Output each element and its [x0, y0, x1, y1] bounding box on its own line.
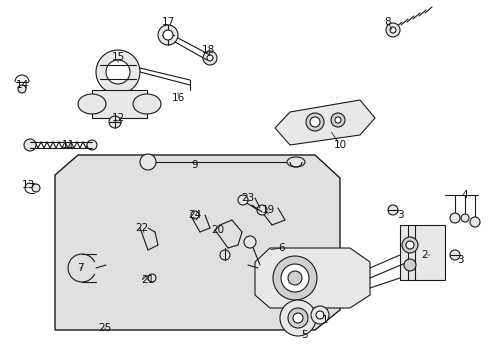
- Circle shape: [287, 308, 307, 328]
- Text: 21: 21: [141, 275, 154, 285]
- Circle shape: [281, 264, 308, 292]
- Text: 20: 20: [211, 225, 224, 235]
- Text: 24: 24: [188, 210, 201, 220]
- Text: 15: 15: [111, 52, 124, 62]
- Text: 16: 16: [171, 93, 184, 103]
- Circle shape: [140, 154, 156, 170]
- Circle shape: [387, 205, 397, 215]
- Polygon shape: [55, 155, 339, 330]
- Circle shape: [469, 217, 479, 227]
- Circle shape: [24, 139, 36, 151]
- Text: 5: 5: [301, 330, 307, 340]
- Circle shape: [334, 117, 340, 123]
- Circle shape: [401, 237, 417, 253]
- Text: 10: 10: [333, 140, 346, 150]
- Text: 13: 13: [21, 180, 35, 190]
- Circle shape: [87, 140, 97, 150]
- Circle shape: [158, 25, 178, 45]
- Ellipse shape: [133, 94, 161, 114]
- Circle shape: [449, 213, 459, 223]
- Text: 23: 23: [241, 193, 254, 203]
- Circle shape: [163, 30, 173, 40]
- Circle shape: [405, 241, 413, 249]
- Text: 8: 8: [384, 17, 390, 27]
- Circle shape: [272, 256, 316, 300]
- Ellipse shape: [286, 157, 305, 167]
- Circle shape: [206, 55, 213, 61]
- Circle shape: [220, 250, 229, 260]
- Circle shape: [292, 313, 303, 323]
- Circle shape: [315, 311, 324, 319]
- Circle shape: [244, 236, 256, 248]
- Text: 9: 9: [191, 160, 198, 170]
- Circle shape: [449, 250, 459, 260]
- Circle shape: [18, 85, 26, 93]
- Circle shape: [305, 113, 324, 131]
- Circle shape: [203, 51, 217, 65]
- Circle shape: [330, 113, 345, 127]
- Circle shape: [109, 116, 121, 128]
- Circle shape: [280, 300, 315, 336]
- Text: 17: 17: [161, 17, 174, 27]
- Circle shape: [287, 271, 302, 285]
- Polygon shape: [274, 100, 374, 145]
- Circle shape: [257, 205, 266, 215]
- Circle shape: [389, 27, 395, 33]
- Text: 4: 4: [461, 190, 468, 200]
- Bar: [92, 90, 147, 118]
- Circle shape: [32, 184, 40, 192]
- Circle shape: [96, 50, 140, 94]
- Text: 6: 6: [278, 243, 285, 253]
- Text: 3: 3: [396, 210, 403, 220]
- Circle shape: [148, 274, 156, 282]
- Polygon shape: [254, 248, 369, 308]
- Circle shape: [309, 117, 319, 127]
- Text: 2: 2: [421, 250, 427, 260]
- Text: 11: 11: [61, 140, 75, 150]
- Circle shape: [238, 195, 247, 205]
- Circle shape: [310, 306, 328, 324]
- Text: 14: 14: [15, 80, 29, 90]
- Text: 7: 7: [77, 263, 83, 273]
- Circle shape: [106, 60, 130, 84]
- Text: 25: 25: [98, 323, 111, 333]
- Circle shape: [460, 214, 468, 222]
- Bar: [399, 225, 444, 280]
- Text: 3: 3: [456, 255, 462, 265]
- Text: 18: 18: [201, 45, 214, 55]
- Text: 19: 19: [261, 205, 274, 215]
- Text: 1: 1: [321, 315, 327, 325]
- Text: 22: 22: [135, 223, 148, 233]
- Ellipse shape: [78, 94, 106, 114]
- Circle shape: [403, 259, 415, 271]
- Circle shape: [191, 211, 199, 219]
- Text: 12: 12: [111, 113, 124, 123]
- Circle shape: [385, 23, 399, 37]
